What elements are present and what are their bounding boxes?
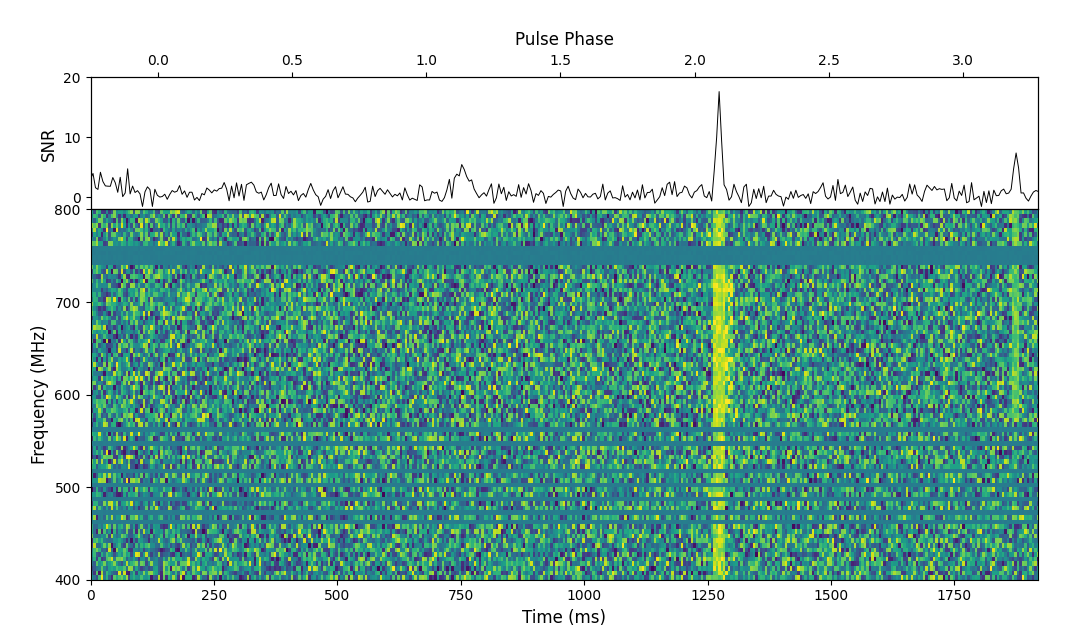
X-axis label: Pulse Phase: Pulse Phase xyxy=(515,31,613,49)
X-axis label: Time (ms): Time (ms) xyxy=(523,609,606,627)
Y-axis label: Frequency (MHz): Frequency (MHz) xyxy=(31,325,49,464)
Y-axis label: SNR: SNR xyxy=(39,126,58,161)
